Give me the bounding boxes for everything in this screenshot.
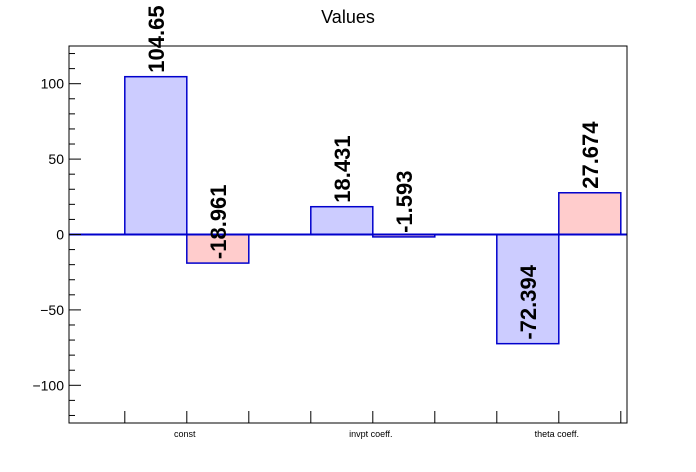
y-tick-label-0: −100	[32, 377, 64, 393]
x-tick-label-2: theta coeff.	[535, 429, 579, 439]
value-label-1-0: 18.431	[330, 135, 355, 202]
x-tick-label-1: invpt coeff.	[349, 429, 392, 439]
bar-0-0	[124, 75, 188, 236]
y-tick-label-4: 100	[41, 76, 65, 92]
axes-layer: const invpt coeff. theta coeff. −100 −50 0 50 1…	[32, 53, 622, 439]
bar-2-0	[496, 233, 560, 345]
bar-0-1	[186, 233, 250, 264]
value-label-0-1: -18.961	[206, 184, 231, 259]
labels-layer: 104.65 -18.961 18.431 -1.593 -72.394 27.674	[144, 5, 603, 339]
y-tick-label-1: −50	[40, 302, 64, 318]
bar-1-0	[310, 205, 374, 236]
bars-layer	[124, 75, 622, 345]
value-label-2-1: 27.674	[578, 121, 603, 189]
bar-2-1	[558, 192, 622, 236]
y-tick-label-3: 50	[48, 151, 64, 167]
chart-title: Values	[321, 7, 375, 27]
value-label-0-0: 104.65	[144, 5, 169, 72]
value-label-1-1: -1.593	[392, 171, 417, 233]
value-label-2-0: -72.394	[516, 264, 541, 339]
x-tick-label-0: const	[174, 429, 196, 439]
y-tick-label-2: 0	[56, 227, 64, 243]
